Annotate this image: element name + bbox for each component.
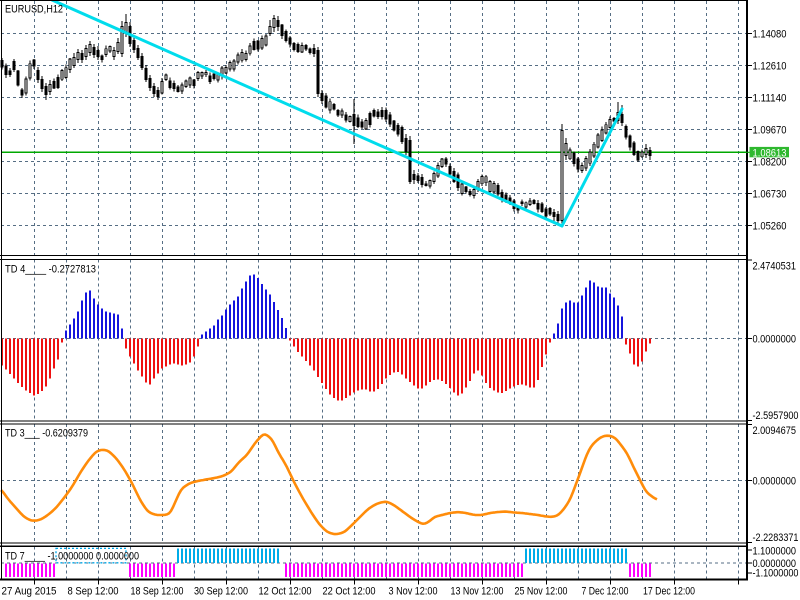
svg-text:1.08200: 1.08200 bbox=[753, 157, 787, 169]
svg-text:TD 7____ -1.0000000 0.0000000: TD 7____ -1.0000000 0.0000000 bbox=[5, 551, 139, 563]
svg-text:13 Nov 12:00: 13 Nov 12:00 bbox=[451, 586, 504, 598]
svg-text:7 Dec 12:00: 7 Dec 12:00 bbox=[582, 586, 629, 598]
svg-text:2.0094675: 2.0094675 bbox=[753, 425, 797, 437]
svg-text:EURUSD,H12: EURUSD,H12 bbox=[5, 4, 63, 16]
svg-text:0.0000000: 0.0000000 bbox=[753, 476, 797, 488]
svg-text:1.12610: 1.12610 bbox=[753, 61, 787, 73]
svg-text:22 Oct 12:00: 22 Oct 12:00 bbox=[323, 586, 376, 598]
svg-text:1.08613: 1.08613 bbox=[753, 147, 787, 159]
svg-text:TD 4____ -0.2727813: TD 4____ -0.2727813 bbox=[5, 264, 96, 276]
svg-text:1.14080: 1.14080 bbox=[753, 29, 787, 41]
svg-text:2.4740531: 2.4740531 bbox=[753, 261, 797, 273]
svg-text:8 Sep 12:00: 8 Sep 12:00 bbox=[68, 586, 119, 598]
svg-text:17 Dec 12:00: 17 Dec 12:00 bbox=[643, 586, 695, 598]
svg-text:0.0000000: 0.0000000 bbox=[753, 558, 797, 570]
svg-text:25 Nov 12:00: 25 Nov 12:00 bbox=[515, 586, 568, 598]
svg-text:12 Oct 12:00: 12 Oct 12:00 bbox=[259, 586, 312, 598]
svg-text:3 Nov 12:00: 3 Nov 12:00 bbox=[389, 586, 438, 598]
svg-text:1.1000000: 1.1000000 bbox=[753, 546, 797, 558]
svg-text:30 Sep 12:00: 30 Sep 12:00 bbox=[194, 586, 248, 598]
svg-text:1.11140: 1.11140 bbox=[753, 93, 787, 105]
svg-text:-1.1000000: -1.1000000 bbox=[753, 568, 799, 580]
svg-text:1.06730: 1.06730 bbox=[753, 189, 787, 201]
svg-text:1.05260: 1.05260 bbox=[753, 221, 787, 233]
svg-text:27 Aug 2015: 27 Aug 2015 bbox=[2, 586, 57, 598]
svg-text:0.0000000: 0.0000000 bbox=[753, 334, 797, 346]
svg-text:-2.2283371: -2.2283371 bbox=[753, 532, 799, 544]
svg-text:18 Sep 12:00: 18 Sep 12:00 bbox=[131, 586, 184, 598]
svg-text:1.09670: 1.09670 bbox=[753, 125, 787, 137]
svg-text:TD 3___ -0.6209379: TD 3___ -0.6209379 bbox=[5, 428, 88, 440]
svg-text:-2.5957900: -2.5957900 bbox=[753, 410, 799, 422]
